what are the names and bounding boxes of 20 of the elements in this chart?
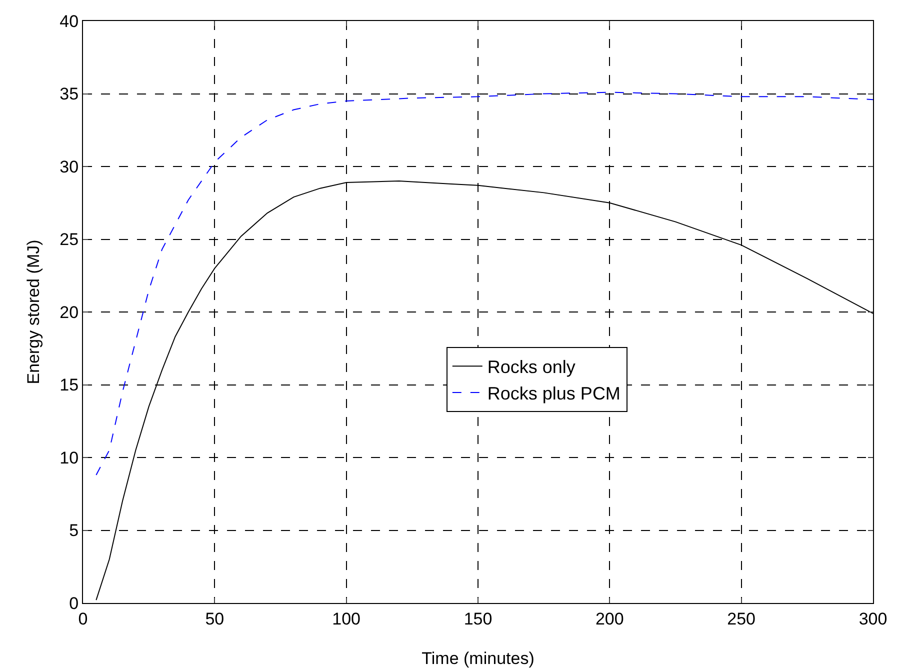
x-tick-label: 300: [858, 609, 888, 628]
y-tick-label: 30: [60, 157, 79, 176]
y-tick-label: 40: [60, 12, 79, 31]
x-tick-label: 150: [464, 609, 492, 628]
y-tick-label: 20: [60, 302, 79, 322]
y-tick-label: 35: [60, 84, 79, 104]
y-tick-label: 0: [69, 594, 79, 613]
x-tick-label: 50: [205, 609, 224, 628]
legend-label: Rocks plus PCM: [487, 384, 620, 404]
y-tick-label: 10: [60, 448, 79, 468]
y-tick-label: 15: [60, 376, 79, 395]
y-tick-label: 5: [69, 521, 79, 540]
y-axis-title: Energy stored (MJ): [24, 240, 43, 384]
x-tick-label: 200: [595, 609, 624, 628]
line-series: [96, 92, 873, 476]
y-tick-label: 25: [60, 230, 79, 250]
legend-label: Rocks only: [487, 357, 576, 378]
x-tick-label: 250: [727, 609, 756, 628]
x-axis-title: Time (minutes): [422, 649, 534, 668]
x-tick-label: 100: [332, 609, 361, 628]
